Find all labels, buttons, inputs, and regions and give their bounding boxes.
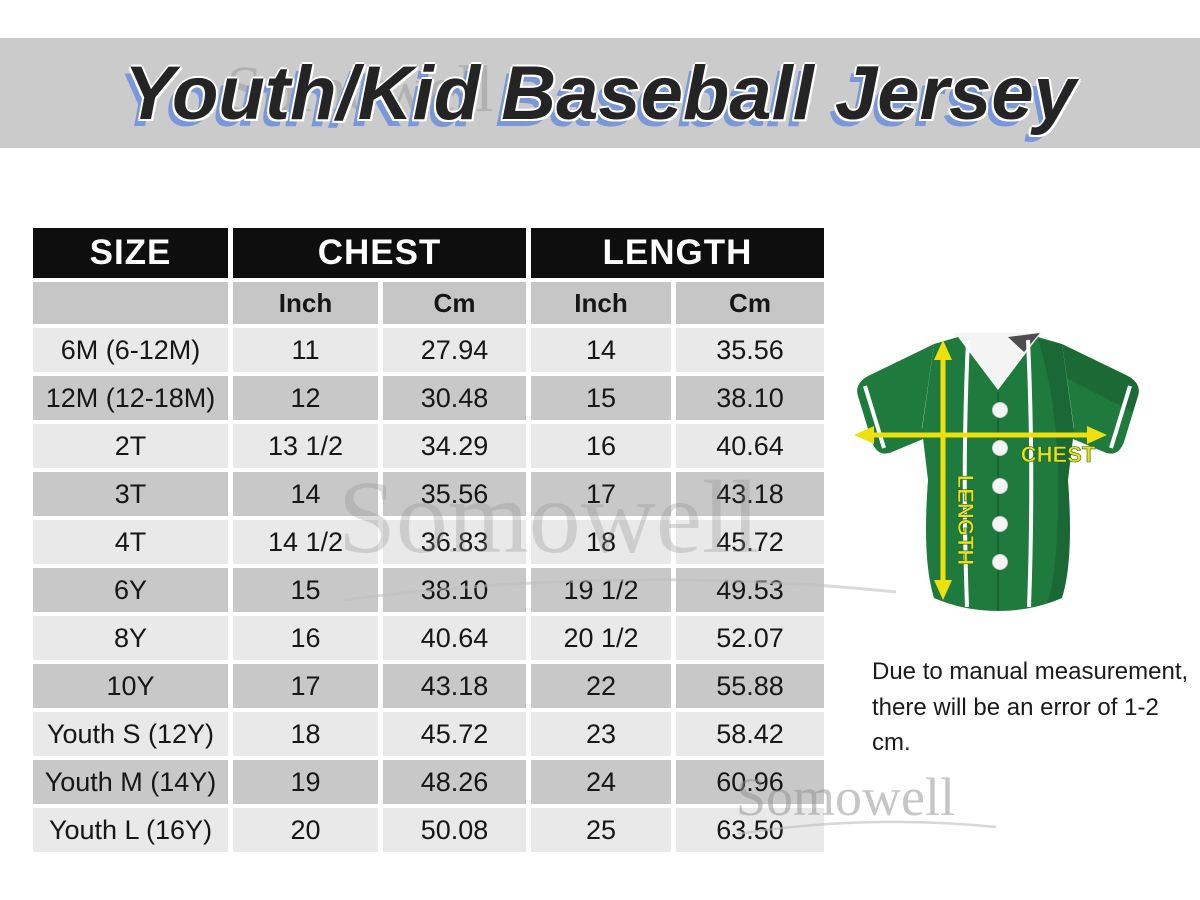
note-line-1: Due to manual measurement, (872, 658, 1189, 685)
cell-length-inch: 24 (531, 760, 671, 804)
jersey-illustration: CHEST LENGTH (854, 333, 1139, 611)
cell-chest-inch: 15 (233, 568, 378, 612)
jersey-body (922, 337, 1074, 611)
right-sleeve-piping (1109, 385, 1132, 449)
jersey-buttons (992, 402, 1008, 570)
cell-chest-cm: 45.72 (383, 712, 526, 756)
right-front-piping (1026, 339, 1034, 608)
size-row-6y: 6Y 15 38.10 19 1/2 49.53 (33, 568, 824, 612)
jersey-collar-shadow (1008, 333, 1040, 352)
left-sleeve-piping (863, 385, 886, 449)
cell-chest-inch: 14 (233, 472, 378, 516)
cell-chest-cm: 38.10 (383, 568, 526, 612)
cell-chest-inch: 12 (233, 376, 378, 420)
cell-length-cm: 35.56 (676, 328, 824, 372)
subheader-length-inch: Inch (531, 282, 671, 324)
subheader-chest-inch: Inch (233, 282, 378, 324)
size-row-6m: 6M (6-12M) 11 27.94 14 35.56 (33, 328, 824, 372)
cell-chest-inch: 19 (233, 760, 378, 804)
cell-size: 6M (6-12M) (33, 328, 228, 372)
jersey-figure: CHEST LENGTH (840, 330, 1155, 630)
cell-length-inch: 25 (531, 808, 671, 852)
cell-length-cm: 55.88 (676, 664, 824, 708)
size-row-2t: 2T 13 1/2 34.29 16 40.64 (33, 424, 824, 468)
table-header-row: SIZE CHEST LENGTH (33, 228, 824, 278)
header-length: LENGTH (531, 228, 824, 278)
cell-chest-cm: 40.64 (383, 616, 526, 660)
cell-chest-cm: 48.26 (383, 760, 526, 804)
cell-length-cm: 52.07 (676, 616, 824, 660)
cell-size: Youth S (12Y) (33, 712, 228, 756)
chest-arrow (854, 426, 1107, 444)
note-line-2: there will be an error of 1-2 cm. (872, 693, 1159, 757)
size-table: SIZE CHEST LENGTH Inch Cm Inch Cm 6M (6-… (28, 224, 829, 856)
cell-chest-cm: 35.56 (383, 472, 526, 516)
length-arrow (934, 340, 952, 600)
cell-length-cm: 40.64 (676, 424, 824, 468)
cell-size: 10Y (33, 664, 228, 708)
title-banner (0, 38, 1200, 148)
header-size: SIZE (33, 228, 228, 278)
cell-chest-cm: 43.18 (383, 664, 526, 708)
cell-chest-inch: 20 (233, 808, 378, 852)
cell-chest-inch: 17 (233, 664, 378, 708)
jersey-shading (1038, 339, 1074, 603)
cell-chest-cm: 27.94 (383, 328, 526, 372)
size-row-8y: 8Y 16 40.64 20 1/2 52.07 (33, 616, 824, 660)
size-row-youth-l: Youth L (16Y) 20 50.08 25 63.50 (33, 808, 824, 852)
subheader-length-cm: Cm (676, 282, 824, 324)
size-row-youth-m: Youth M (14Y) 19 48.26 24 60.96 (33, 760, 824, 804)
cell-chest-inch: 16 (233, 616, 378, 660)
cell-length-inch: 16 (531, 424, 671, 468)
table-subheader-row: Inch Cm Inch Cm (33, 282, 824, 324)
size-row-12m: 12M (12-18M) 12 30.48 15 38.10 (33, 376, 824, 420)
cell-length-cm: 58.42 (676, 712, 824, 756)
cell-chest-inch: 18 (233, 712, 378, 756)
cell-size: Youth L (16Y) (33, 808, 228, 852)
cell-length-inch: 23 (531, 712, 671, 756)
cell-size: Youth M (14Y) (33, 760, 228, 804)
jersey-sleeves (857, 344, 1139, 454)
header-chest: CHEST (233, 228, 526, 278)
cell-length-cm: 45.72 (676, 520, 824, 564)
cell-length-inch: 17 (531, 472, 671, 516)
subheader-empty (33, 282, 228, 324)
size-row-4t: 4T 14 1/2 36.83 18 45.72 (33, 520, 824, 564)
cell-chest-cm: 50.08 (383, 808, 526, 852)
cell-chest-cm: 30.48 (383, 376, 526, 420)
cell-chest-cm: 36.83 (383, 520, 526, 564)
cell-size: 8Y (33, 616, 228, 660)
size-row-3t: 3T 14 35.56 17 43.18 (33, 472, 824, 516)
cell-length-inch: 22 (531, 664, 671, 708)
cell-length-cm: 38.10 (676, 376, 824, 420)
cell-length-inch: 18 (531, 520, 671, 564)
cell-length-inch: 19 1/2 (531, 568, 671, 612)
cell-size: 4T (33, 520, 228, 564)
left-front-piping (962, 339, 970, 608)
cell-length-cm: 60.96 (676, 760, 824, 804)
cell-length-cm: 63.50 (676, 808, 824, 852)
cell-length-inch: 20 1/2 (531, 616, 671, 660)
chest-measure-label: CHEST (1021, 442, 1096, 467)
cell-size: 6Y (33, 568, 228, 612)
length-measure-label: LENGTH (953, 475, 978, 565)
cell-size: 3T (33, 472, 228, 516)
size-row-10y: 10Y 17 43.18 22 55.88 (33, 664, 824, 708)
subheader-chest-cm: Cm (383, 282, 526, 324)
measurement-note: Due to manual measurement, there will be… (872, 654, 1200, 761)
cell-size: 2T (33, 424, 228, 468)
cell-chest-inch: 11 (233, 328, 378, 372)
cell-chest-inch: 13 1/2 (233, 424, 378, 468)
cell-chest-inch: 14 1/2 (233, 520, 378, 564)
page-title: Youth/Kid Baseball Jersey (124, 51, 1076, 136)
cell-size: 12M (12-18M) (33, 376, 228, 420)
size-row-youth-s: Youth S (12Y) 18 45.72 23 58.42 (33, 712, 824, 756)
cell-chest-cm: 34.29 (383, 424, 526, 468)
cell-length-cm: 43.18 (676, 472, 824, 516)
cell-length-cm: 49.53 (676, 568, 824, 612)
cell-length-inch: 15 (531, 376, 671, 420)
cell-length-inch: 14 (531, 328, 671, 372)
